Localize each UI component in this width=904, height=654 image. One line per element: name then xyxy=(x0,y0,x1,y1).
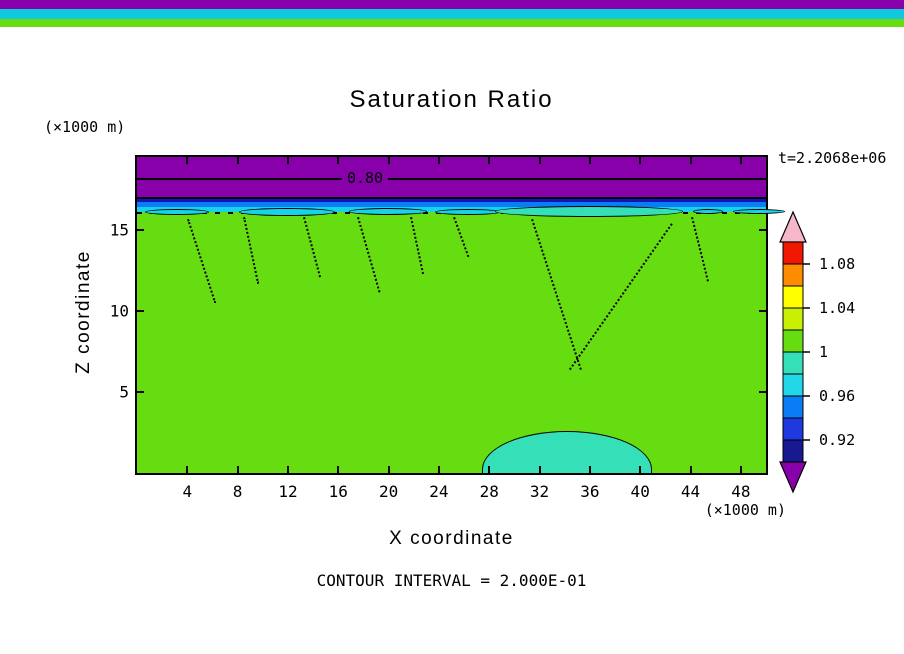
contour-fragment xyxy=(691,217,709,282)
contour-line-0p80 xyxy=(137,178,766,180)
x-tick-label: 24 xyxy=(429,482,449,501)
x-axis-label: X coordinate xyxy=(389,528,514,549)
contour-fragment xyxy=(357,217,381,293)
contour-fragment xyxy=(243,217,260,284)
x-tick-label: 12 xyxy=(278,482,298,501)
contour-fragment xyxy=(187,219,217,304)
x-tick-mark xyxy=(639,157,642,164)
contour-fragment xyxy=(410,217,425,275)
contour-lens xyxy=(733,209,785,214)
x-tick-mark xyxy=(488,157,491,164)
x-tick-label: 48 xyxy=(731,482,751,501)
y-tick-label: 5 xyxy=(119,382,129,402)
x-tick-mark xyxy=(689,157,692,164)
x-tick-mark xyxy=(387,157,390,164)
colorbar-tick-label: 1.04 xyxy=(819,299,856,317)
x-tick-label: 32 xyxy=(529,482,550,501)
x-tick-mark xyxy=(689,466,692,473)
contour-fragment xyxy=(569,223,673,371)
y-tick-mark xyxy=(759,309,766,312)
y-tick-mark xyxy=(137,309,144,312)
x-tick-label: 20 xyxy=(378,482,399,501)
y-tick-label: 15 xyxy=(109,220,129,240)
x-tick-mark xyxy=(186,466,189,473)
band-blue xyxy=(137,202,766,207)
y-tick-mark xyxy=(759,390,766,393)
x-tick-label: 28 xyxy=(479,482,499,501)
y-tick-label: 10 xyxy=(109,301,129,321)
colorbar-tick-label: 1.08 xyxy=(819,255,856,273)
x-tick-label: 36 xyxy=(580,482,600,501)
x-tick-mark xyxy=(588,466,591,473)
colorbar-svg xyxy=(779,210,810,494)
colorbar-tick-label: 1 xyxy=(819,343,829,361)
x-tick-mark xyxy=(236,466,239,473)
x-tick-mark xyxy=(739,157,742,164)
top-strip-green xyxy=(0,19,904,27)
contour-lens xyxy=(145,209,209,215)
x-tick-mark xyxy=(236,157,239,164)
contour-fragment xyxy=(531,219,582,370)
colorbar-tick-label: 0.96 xyxy=(819,387,856,405)
x-tick-mark xyxy=(337,157,340,164)
near-surface-lens xyxy=(495,206,683,217)
contour-interval-note: CONTOUR INTERVAL = 2.000E-01 xyxy=(316,571,587,590)
bottom-pocket xyxy=(482,431,652,473)
x-tick-label: 44 xyxy=(680,482,701,501)
colorbar-labels: 1.08 1.04 1 0.96 0.92 xyxy=(819,210,879,494)
time-annotation: t=2.2068e+06 xyxy=(778,149,887,167)
band-navy xyxy=(137,199,766,202)
colorbar: 1.08 1.04 1 0.96 0.92 xyxy=(773,210,855,494)
chart-title: Saturation Ratio xyxy=(349,86,554,113)
x-axis-unit: (×1000 m) xyxy=(704,501,786,519)
contour-lens xyxy=(239,208,335,216)
y-axis-unit: (×1000 m) xyxy=(44,118,126,136)
x-tick-mark xyxy=(337,466,340,473)
x-tick-mark xyxy=(538,157,541,164)
x-tick-mark xyxy=(286,466,289,473)
top-strip-purple xyxy=(0,0,904,9)
x-tick-mark xyxy=(538,466,541,473)
contour-lens xyxy=(349,208,427,215)
x-tick-mark xyxy=(437,157,440,164)
x-tick-mark xyxy=(588,157,591,164)
y-tick-mark xyxy=(137,228,144,231)
contour-fragment xyxy=(453,217,470,258)
x-tick-mark xyxy=(186,157,189,164)
x-tick-label: 4 xyxy=(182,482,193,501)
plot-area: 0.80 4 8 12 16 20 24 28 32 36 40 44 48 15 10 5 xyxy=(110,155,785,501)
x-tick-label: 40 xyxy=(630,482,650,501)
colorbar-tick-label: 0.92 xyxy=(819,431,856,449)
top-strip-cyan xyxy=(0,9,904,19)
contour-lens xyxy=(435,209,501,215)
y-tick-mark xyxy=(759,228,766,231)
y-tick-mark xyxy=(137,390,144,393)
contour-line-label: 0.80 xyxy=(341,170,389,187)
x-tick-label: 8 xyxy=(232,482,243,501)
x-tick-label: 16 xyxy=(328,482,348,501)
x-tick-mark xyxy=(387,466,390,473)
contour-lens xyxy=(693,209,723,214)
x-tick-mark xyxy=(437,466,440,473)
contour-fragment xyxy=(303,217,322,278)
x-tick-mark xyxy=(286,157,289,164)
x-tick-mark xyxy=(639,466,642,473)
x-tick-mark xyxy=(488,466,491,473)
x-tick-mark xyxy=(739,466,742,473)
